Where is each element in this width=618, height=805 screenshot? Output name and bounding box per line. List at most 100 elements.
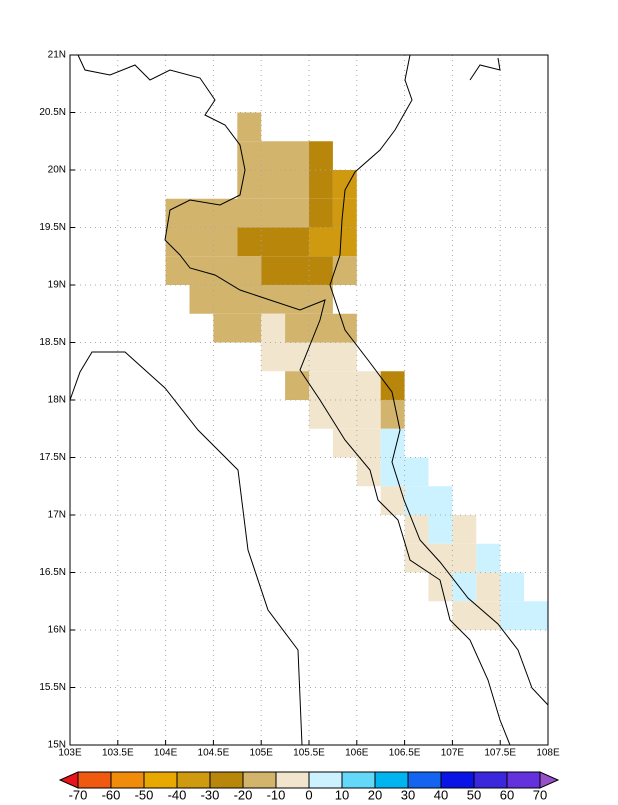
grid-cell (213, 313, 262, 343)
colorbar-label: -50 (135, 787, 154, 800)
y-tick-label: 21N (48, 50, 66, 61)
colorbar-label: -40 (168, 787, 187, 800)
y-tick-label: 19N (48, 280, 66, 291)
grid-cell (261, 256, 333, 285)
colorbar-box (473, 771, 508, 789)
colorbar-box (110, 771, 145, 789)
border (69, 351, 303, 746)
x-tick-label: 107.5E (484, 748, 516, 759)
grid-cell (165, 198, 309, 228)
grid-cell (237, 227, 309, 257)
grid-cell (285, 371, 309, 400)
grid-cell (380, 428, 405, 458)
grid-cell (237, 170, 309, 199)
x-tick-label: 105.5E (293, 748, 325, 759)
x-tick-label: 104.5E (198, 748, 230, 759)
grid-cell (452, 515, 477, 544)
coastline (469, 57, 501, 81)
coastlines (69, 54, 549, 746)
grid-cell (404, 543, 477, 573)
grid-cell (500, 572, 525, 602)
grid-cell (476, 572, 501, 602)
colorbar-box (176, 771, 211, 789)
y-tick-label: 17.5N (39, 452, 66, 463)
grid-cell (189, 285, 333, 314)
y-tick-label: 19.5N (39, 222, 66, 233)
colorbar-box (77, 771, 112, 789)
grid-cell (380, 457, 429, 487)
grid-cell (428, 515, 453, 544)
colorbar-box (374, 771, 409, 789)
colorbar-box (440, 771, 475, 789)
x-tick-label: 106.5E (389, 748, 421, 759)
colorbar-label: 60 (500, 787, 514, 800)
grid-cell (332, 198, 357, 228)
y-tick-label: 16N (48, 625, 66, 636)
colorbar: -70 -60 -50 -40 -30 -20 -10 0 10 20 30 40 50 60 70 (58, 771, 560, 802)
colorbar-box (341, 771, 376, 789)
grid-cell (309, 371, 381, 400)
y-tick-label: 18N (48, 395, 66, 406)
colorbar-box (209, 771, 244, 789)
border (77, 54, 511, 746)
colorbar-label: 10 (335, 787, 349, 800)
grid-cell (237, 141, 309, 170)
y-tick-label: 18.5N (39, 337, 66, 348)
y-tick-label: 16.5N (39, 567, 66, 578)
colorbar-label: 70 (533, 787, 547, 800)
grid-cell (404, 486, 453, 515)
grid-cell (404, 515, 429, 544)
x-tick-label: 103E (58, 748, 82, 759)
colorbar-label: -60 (102, 787, 121, 800)
grid-cell (309, 400, 381, 429)
grid-cell (500, 601, 548, 630)
colorbar-label: -20 (234, 787, 253, 800)
colorbar-label: -10 (267, 787, 286, 800)
grid-cell (332, 170, 357, 199)
x-tick-label: 108E (536, 748, 560, 759)
grid-cell (261, 313, 286, 343)
x-tick-label: 105E (250, 748, 274, 759)
coastline (329, 54, 549, 706)
grid-cell (452, 601, 501, 630)
grid-cell (309, 170, 333, 199)
colorbar-label: -30 (201, 787, 220, 800)
grid-cell (380, 400, 405, 429)
grid-cell (476, 543, 501, 573)
colorbar-box (143, 771, 178, 789)
axes: 103E 103.5E 104E 104.5E 105E 105.5E 106E 106.5E… (39, 50, 560, 759)
x-tick-label: 107E (441, 748, 465, 759)
grid-cell (380, 486, 405, 515)
colorbar-end (58, 771, 79, 789)
colorbar-box (242, 771, 277, 789)
colorbar-label: 0 (305, 787, 312, 800)
grid-cell (165, 227, 238, 257)
grid-cell (332, 256, 357, 285)
grid-cell (309, 141, 333, 170)
grid-cell (309, 227, 357, 257)
colorbar-end (539, 771, 560, 789)
colorbar-box (506, 771, 541, 789)
x-tick-label: 103.5E (102, 748, 134, 759)
y-tick-label: 20.5N (39, 107, 66, 118)
colorbar-label: 20 (368, 787, 382, 800)
colorbar-box (275, 771, 310, 789)
grid-cell (332, 428, 381, 458)
grid-cell (428, 572, 453, 602)
colorbar-label: -70 (69, 787, 88, 800)
colorbar-label: 30 (401, 787, 415, 800)
grid-cell (237, 112, 262, 142)
x-tick-label: 106E (345, 748, 369, 759)
colorbar-box (407, 771, 442, 789)
y-tick-label: 15.5N (39, 682, 66, 693)
grid-cell (380, 371, 405, 400)
colorbar-box (308, 771, 343, 789)
x-tick-label: 104E (154, 748, 178, 759)
grid-cell (309, 198, 333, 228)
colorbar-label: 50 (467, 787, 481, 800)
y-tick-label: 20N (48, 165, 66, 176)
y-tick-label: 17N (48, 510, 66, 521)
grid-cell (452, 572, 477, 602)
grid-cell (356, 457, 381, 487)
